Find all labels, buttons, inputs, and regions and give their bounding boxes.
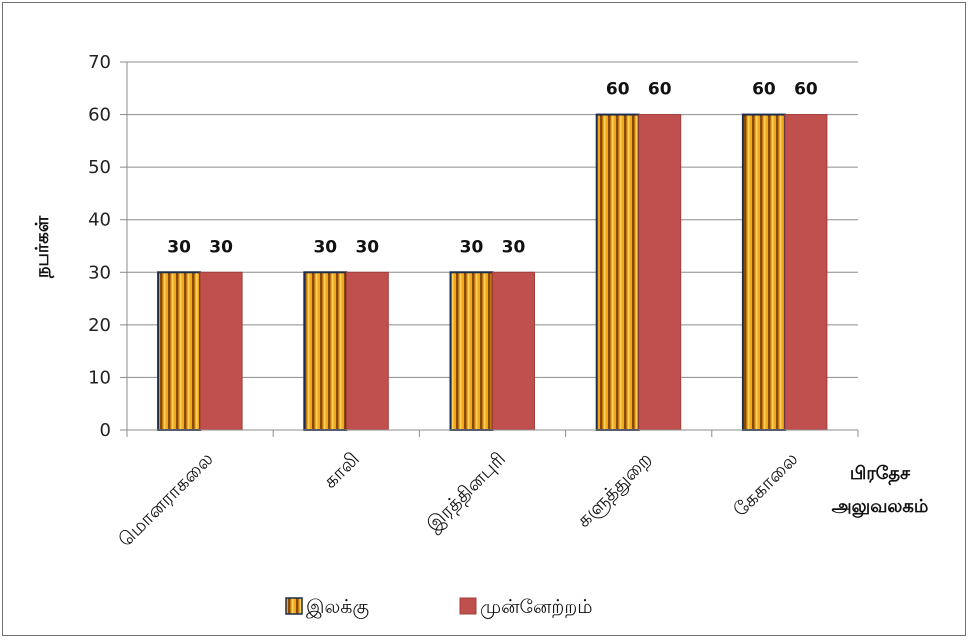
data-label: 60 [794,80,818,100]
category-label: கேகாலை [729,448,802,521]
data-label: 30 [355,237,379,257]
y-tick-label: 10 [88,367,111,388]
category-label: காலி [319,448,364,493]
x-axis [126,62,859,437]
y-tick-label: 70 [88,52,111,73]
bar-target [741,113,786,431]
bar-progress [492,271,535,431]
data-label: 30 [313,237,337,257]
bars [157,113,828,431]
x-axis-label-line-1: பிரதேச [850,463,911,486]
data-label: 60 [648,80,672,100]
data-label: 30 [502,237,526,257]
y-axis-label: நபர்கள் [32,215,55,279]
category-label: இரத்தினபுரி [422,448,511,537]
y-tick-labels: 0 10 20 30 40 50 60 70 [88,52,127,441]
y-tick-label: 60 [88,105,111,126]
legend: இலக்கு முன்னேற்றம் [285,596,593,619]
data-label: 30 [167,237,191,257]
category-label: களுத்துறை [572,448,656,532]
category-labels: மொனராகலை காலி இரத்தினபுரி களுத்துறை கேகாலை [114,448,802,551]
gridlines [127,61,858,378]
y-tick-label: 30 [88,262,111,283]
legend-swatch-progress [459,597,477,615]
legend-label-target: இலக்கு [306,596,369,619]
bar-progress [784,114,828,431]
bar-target [303,271,348,431]
data-label: 60 [606,80,630,100]
y-tick-label: 0 [100,420,111,441]
bar-target [449,271,494,431]
bar-progress [199,271,243,431]
data-label: 30 [460,237,484,257]
bar-target [157,271,202,431]
legend-label-progress: முன்னேற்றம் [480,596,593,619]
legend-swatch-target [285,597,303,615]
category-label: மொனராகலை [114,448,217,551]
data-label: 60 [752,80,776,100]
bar-progress [638,114,682,431]
y-tick-label: 20 [88,315,111,336]
data-label: 30 [209,237,233,257]
bar-target [595,113,640,431]
bar-progress [345,271,389,431]
y-tick-label: 40 [88,210,111,231]
data-labels: 30 30 30 30 30 30 60 60 60 60 [167,80,818,258]
y-tick-label: 50 [88,157,111,178]
x-axis-label-line-2: அலுவலகம் [832,496,929,518]
